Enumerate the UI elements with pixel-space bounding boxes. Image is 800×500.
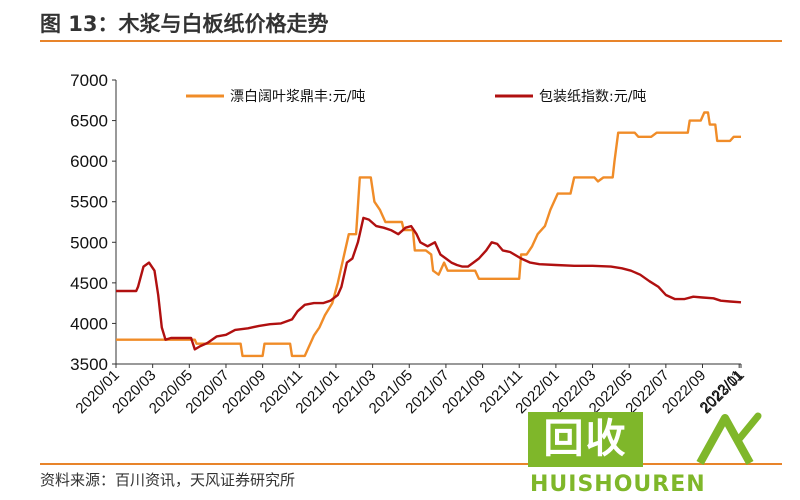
y-tick-label: 6500 xyxy=(70,112,108,131)
series-line-1 xyxy=(116,113,741,356)
y-tick-label: 6000 xyxy=(70,152,108,171)
y-tick-label: 4000 xyxy=(70,314,108,333)
y-tick-label: 4500 xyxy=(70,274,108,293)
y-tick-label: 5000 xyxy=(70,233,108,252)
footer-divider xyxy=(40,463,782,465)
chart-axes: 350040004500500055006000650070002020/012… xyxy=(70,71,748,417)
source-note: 资料来源：百川资讯，天风证券研究所 xyxy=(40,469,295,490)
watermark-logo: 回收 xyxy=(528,412,643,467)
watermark-brand: HUISHOUREN xyxy=(530,472,706,497)
y-tick-label: 5500 xyxy=(70,193,108,212)
chart-series xyxy=(116,113,741,356)
legend-label-2: 包装纸指数:元/吨 xyxy=(539,89,646,105)
watermark-mark-icon xyxy=(680,408,780,468)
y-tick-label: 3500 xyxy=(70,355,108,374)
series-line-2 xyxy=(116,218,741,350)
line-chart: 350040004500500055006000650070002020/012… xyxy=(0,0,800,460)
legend-label-1: 漂白阔叶浆鼎丰:元/吨 xyxy=(230,89,365,105)
y-tick-label: 7000 xyxy=(70,71,108,90)
chart-legend: 漂白阔叶浆鼎丰:元/吨 包装纸指数:元/吨 xyxy=(186,89,646,105)
